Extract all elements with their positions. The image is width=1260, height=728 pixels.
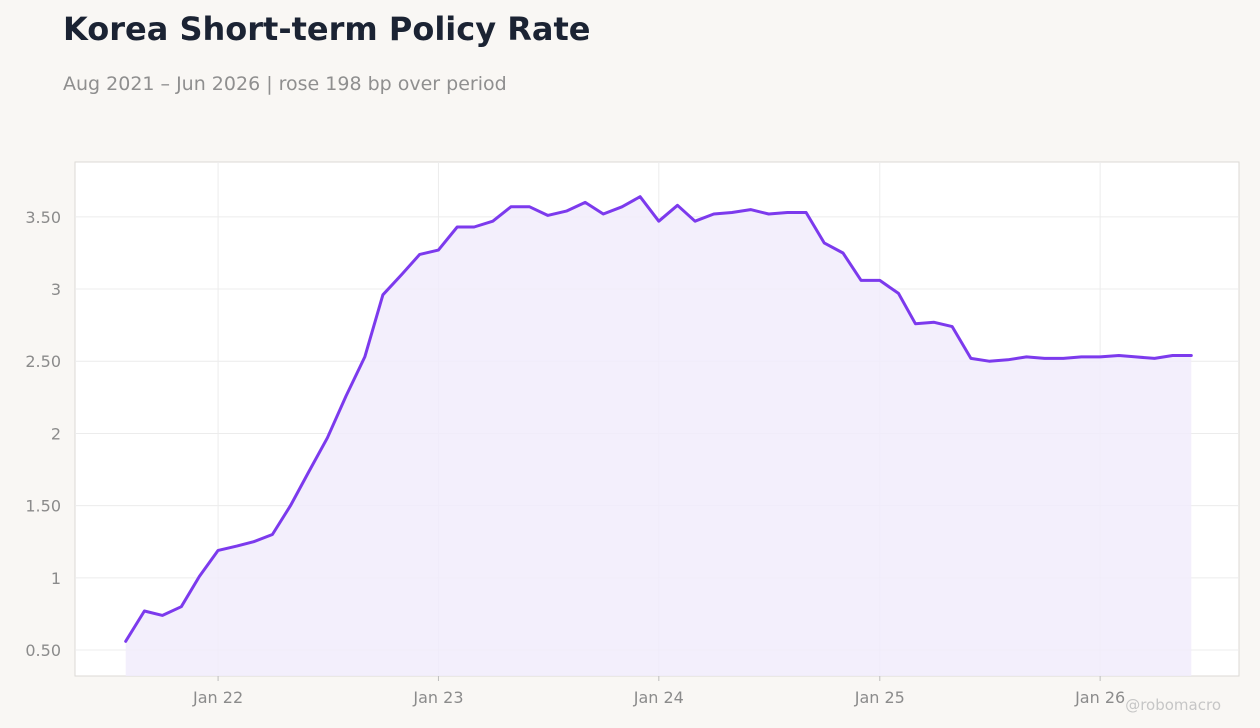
y-tick-label: 3 [51,280,61,299]
x-tick-label: Jan 22 [192,688,243,707]
chart-subtitle: Aug 2021 – Jun 2026 | rose 198 bp over p… [63,73,507,95]
y-tick-label: 1.50 [25,497,61,516]
chart-title: Korea Short-term Policy Rate [63,10,591,48]
y-tick-label: 0.50 [25,641,61,660]
x-axis-ticks: Jan 22 Jan 23 Jan 24 Jan 25 Jan 26 [192,676,1125,707]
x-tick-label: Jan 26 [1074,688,1125,707]
watermark-text: @robomacro [1125,696,1221,714]
x-tick-label: Jan 23 [412,688,463,707]
y-tick-label: 1 [51,569,61,588]
y-tick-label: 2.50 [25,352,61,371]
y-tick-label: 3.50 [25,208,61,227]
x-tick-label: Jan 24 [633,688,684,707]
x-tick-label: Jan 25 [854,688,905,707]
y-axis-ticks: 0.50 1 1.50 2 2.50 3 3.50 [25,208,61,660]
y-tick-label: 2 [51,424,61,443]
series-area-fill [125,196,1192,676]
series-line [124,195,1193,643]
